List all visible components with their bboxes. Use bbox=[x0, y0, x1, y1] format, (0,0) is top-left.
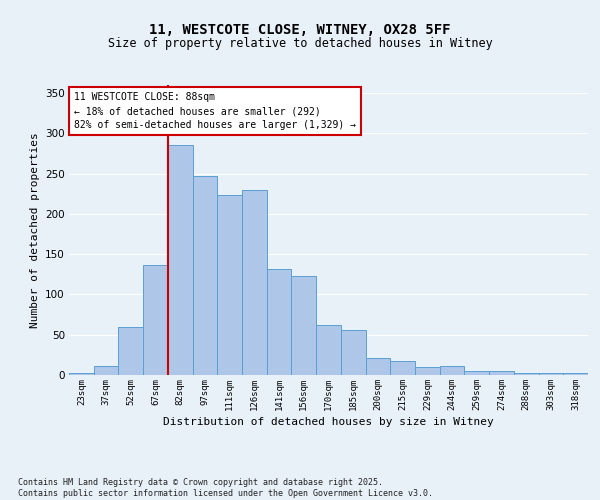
Bar bbox=[365, 358, 390, 375]
Bar bbox=[514, 374, 539, 375]
Bar bbox=[489, 371, 514, 375]
Text: 11 WESTCOTE CLOSE: 88sqm
← 18% of detached houses are smaller (292)
82% of semi-: 11 WESTCOTE CLOSE: 88sqm ← 18% of detach… bbox=[74, 92, 356, 130]
Bar bbox=[390, 362, 415, 375]
Bar bbox=[118, 328, 143, 375]
Bar bbox=[464, 371, 489, 375]
Text: 11, WESTCOTE CLOSE, WITNEY, OX28 5FF: 11, WESTCOTE CLOSE, WITNEY, OX28 5FF bbox=[149, 22, 451, 36]
Bar bbox=[217, 194, 242, 375]
Bar bbox=[316, 325, 341, 375]
Bar bbox=[242, 190, 267, 375]
Text: Contains HM Land Registry data © Crown copyright and database right 2025.
Contai: Contains HM Land Registry data © Crown c… bbox=[18, 478, 433, 498]
Y-axis label: Number of detached properties: Number of detached properties bbox=[29, 132, 40, 328]
Bar bbox=[94, 366, 118, 375]
Bar bbox=[563, 374, 588, 375]
Bar bbox=[341, 330, 365, 375]
Bar bbox=[267, 270, 292, 375]
Bar bbox=[440, 366, 464, 375]
Bar bbox=[539, 374, 563, 375]
Bar bbox=[69, 374, 94, 375]
Bar bbox=[168, 146, 193, 375]
Bar bbox=[193, 176, 217, 375]
X-axis label: Distribution of detached houses by size in Witney: Distribution of detached houses by size … bbox=[163, 417, 494, 427]
Text: Size of property relative to detached houses in Witney: Size of property relative to detached ho… bbox=[107, 38, 493, 51]
Bar bbox=[415, 367, 440, 375]
Bar bbox=[292, 276, 316, 375]
Bar bbox=[143, 266, 168, 375]
